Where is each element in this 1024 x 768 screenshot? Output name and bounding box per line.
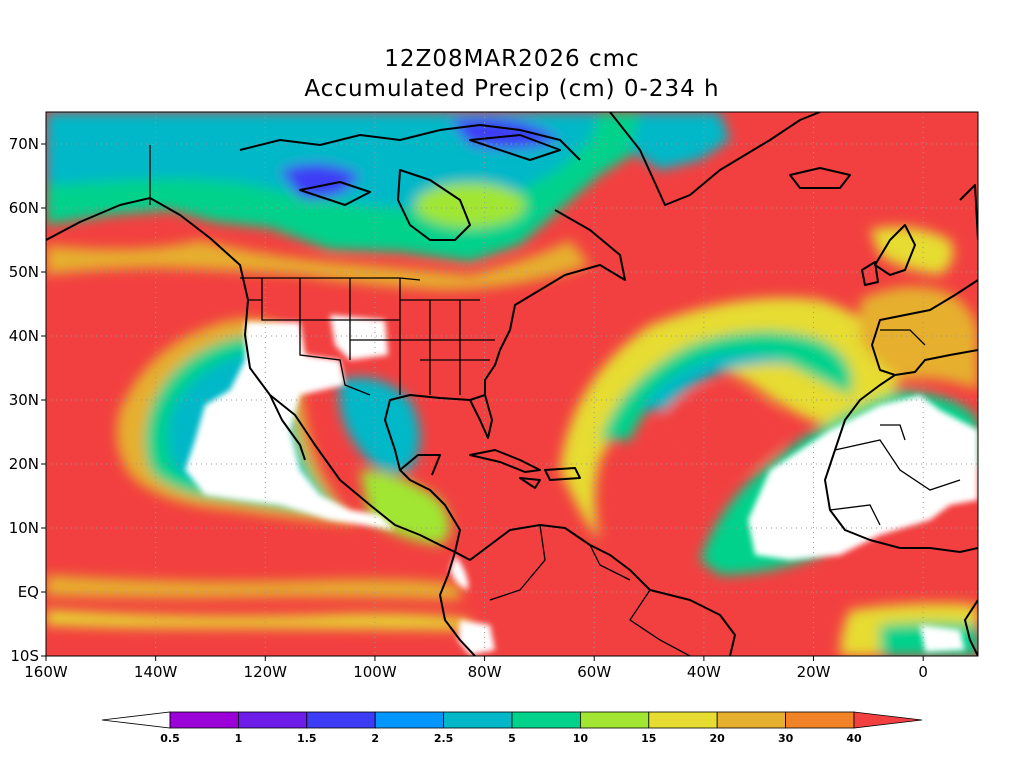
latitude-axis: 70N 60N 50N 40N 30N 20N 10N EQ 10S xyxy=(9,135,46,665)
graticule xyxy=(46,112,978,656)
colorbar-bin xyxy=(648,711,718,729)
colorbar-label: 5 xyxy=(508,732,516,745)
colorbar-bin xyxy=(169,711,239,729)
lat-tick-label: 10S xyxy=(10,647,39,665)
longitude-axis: 160W 140W 120W 100W 80W 60W 40W 20W 0 xyxy=(24,656,928,681)
colorbar-label: 0.5 xyxy=(160,732,180,745)
lat-tick-label: 10N xyxy=(9,519,39,537)
precip-field xyxy=(46,112,978,656)
colorbar-label: 2.5 xyxy=(434,732,454,745)
colorbar-bin xyxy=(443,711,513,729)
title-run: 12Z08MAR2026 cmc xyxy=(384,46,640,72)
lon-tick-label: 0 xyxy=(918,663,928,681)
colorbar-bin xyxy=(101,711,171,729)
colorbar-bin xyxy=(853,711,923,729)
title-field: Accumulated Precip (cm) 0-234 h xyxy=(304,76,720,102)
lon-tick-label: 160W xyxy=(24,663,68,681)
lat-tick-label: EQ xyxy=(18,583,39,601)
lat-tick-label: 40N xyxy=(9,327,39,345)
lon-tick-label: 20W xyxy=(797,663,831,681)
political-borders xyxy=(149,145,961,656)
colorbar-label: 40 xyxy=(846,732,862,745)
lon-tick-label: 40W xyxy=(687,663,721,681)
lon-tick-label: 100W xyxy=(353,663,397,681)
colorbar-label: 15 xyxy=(641,732,656,745)
colorbar-label: 2 xyxy=(371,732,379,745)
colorbar-bin xyxy=(716,711,787,729)
colorbar: 0.5 1 1.5 2 2.5 5 10 15 20 30 40 xyxy=(101,711,923,745)
lat-tick-label: 50N xyxy=(9,263,39,281)
colorbar-bin xyxy=(237,711,308,729)
colorbar-label: 1.5 xyxy=(297,732,317,745)
lon-tick-label: 80W xyxy=(468,663,502,681)
colorbar-label: 20 xyxy=(710,732,726,745)
lat-tick-label: 20N xyxy=(9,455,39,473)
lon-tick-label: 60W xyxy=(577,663,611,681)
map-frame xyxy=(45,111,979,657)
lon-tick-label: 120W xyxy=(244,663,288,681)
colorbar-bin xyxy=(511,711,581,729)
lat-tick-label: 30N xyxy=(9,391,39,409)
colorbar-label: 30 xyxy=(778,732,794,745)
colorbar-label: 1 xyxy=(235,732,243,745)
colorbar-label: 10 xyxy=(573,732,589,745)
colorbar-bin xyxy=(306,711,376,729)
colorbar-bin xyxy=(374,711,445,729)
colorbar-bin xyxy=(580,711,650,729)
lon-tick-label: 140W xyxy=(134,663,178,681)
coastlines xyxy=(46,112,978,656)
colorbar-bin xyxy=(785,711,855,729)
lat-tick-label: 70N xyxy=(9,135,39,153)
lat-tick-label: 60N xyxy=(9,199,39,217)
